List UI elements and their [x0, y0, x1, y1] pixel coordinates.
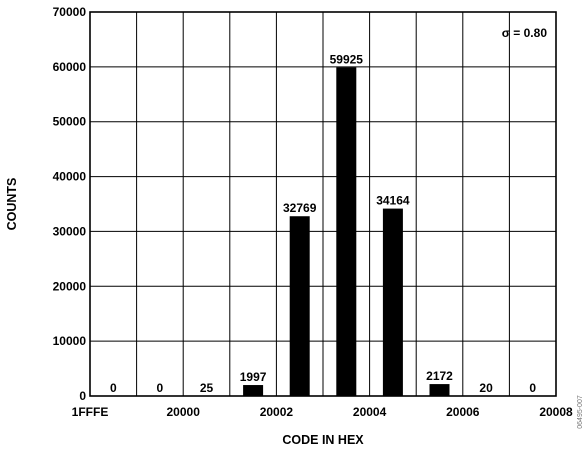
y-tick-label: 10000 [53, 334, 87, 348]
bar [289, 216, 310, 396]
data-labels: 0 0 25 1997 32769 59925 34164 2172 20 0 [103, 51, 543, 395]
x-axis-title: CODE IN HEX [282, 433, 364, 447]
data-label: 0 [110, 381, 117, 395]
bar [429, 384, 450, 396]
bar [336, 67, 357, 397]
figure-id: 06495-007 [577, 395, 584, 429]
x-tick-label: 20002 [260, 405, 294, 419]
data-label-bg [196, 379, 217, 394]
data-label: 2172 [426, 369, 453, 383]
sigma-annotation: σ = 0.80 [502, 26, 548, 40]
data-label-bg [281, 200, 318, 215]
y-tick-label: 30000 [53, 224, 87, 238]
data-label-bg [522, 380, 543, 394]
bars [196, 67, 497, 397]
data-label: 1997 [240, 370, 267, 384]
data-label: 0 [529, 381, 536, 395]
data-label: 32769 [283, 201, 317, 215]
y-axis-ticks: 0 10000 20000 30000 40000 50000 60000 70000 [53, 5, 87, 403]
data-label-bg [374, 192, 411, 207]
y-tick-label: 50000 [53, 115, 87, 129]
grid [90, 12, 556, 396]
data-label-bg [421, 368, 458, 383]
y-tick-label: 40000 [53, 170, 87, 184]
x-tick-label: 20004 [353, 405, 387, 419]
data-label-bg [476, 379, 497, 394]
data-label-bg [328, 51, 365, 66]
y-tick-label: 60000 [53, 60, 87, 74]
x-tick-label: 20000 [167, 405, 201, 419]
x-axis-ticks: 1FFFE 20000 20002 20004 20006 20008 [72, 405, 573, 419]
x-tick-label: 1FFFE [72, 405, 109, 419]
data-label: 20 [479, 381, 493, 395]
data-label: 0 [157, 381, 164, 395]
x-tick-label: 20008 [539, 405, 573, 419]
data-label-bg [149, 380, 170, 394]
data-label: 34164 [376, 194, 410, 208]
data-label-bg [235, 369, 272, 384]
data-label: 25 [200, 381, 214, 395]
y-tick-label: 20000 [53, 279, 87, 293]
data-label: 59925 [330, 52, 364, 66]
y-axis-title: COUNTS [5, 178, 19, 231]
bar [243, 385, 264, 396]
y-tick-label: 0 [79, 389, 86, 403]
y-tick-label: 70000 [53, 5, 87, 19]
x-tick-label: 20006 [446, 405, 480, 419]
bar [382, 208, 403, 396]
data-label-bg [103, 380, 124, 394]
